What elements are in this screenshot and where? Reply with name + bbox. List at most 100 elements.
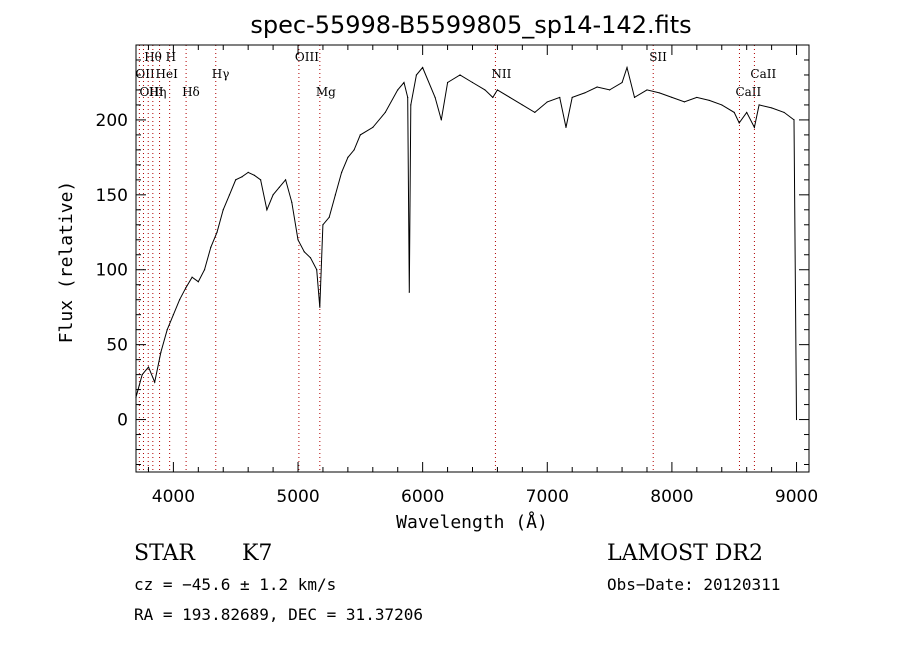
data-point xyxy=(407,96,409,99)
observation-date: Obs−Date: 20120311 xyxy=(607,575,780,594)
spectral-line-label: NII xyxy=(491,67,511,81)
data-point xyxy=(291,201,293,203)
spectral-line-label: CaII xyxy=(735,85,761,99)
data-point xyxy=(241,176,243,178)
data-point xyxy=(440,119,442,121)
data-point xyxy=(141,374,143,376)
spectral-line-label: H xyxy=(166,50,176,64)
data-point xyxy=(708,99,710,102)
data-point xyxy=(166,329,168,331)
object-subclass: K7 xyxy=(242,541,272,566)
data-point xyxy=(185,287,187,289)
data-point xyxy=(334,194,337,196)
data-point xyxy=(521,104,523,106)
data-point xyxy=(359,134,361,136)
x-tick-label: 5000 xyxy=(276,487,319,507)
data-point xyxy=(210,246,212,248)
series-layer xyxy=(135,65,798,421)
x-tick-label: 9000 xyxy=(775,487,818,507)
coordinates: RA = 193.82689, DEC = 31.37206 xyxy=(134,605,423,624)
data-point xyxy=(319,306,321,308)
data-point xyxy=(247,171,249,173)
spectral-line-label: Hγ xyxy=(212,67,230,81)
data-point xyxy=(191,276,193,278)
data-point xyxy=(771,107,773,109)
data-point xyxy=(608,89,611,91)
data-point xyxy=(347,156,349,158)
x-tick-label: 4000 xyxy=(152,487,195,507)
data-point xyxy=(322,224,324,226)
data-point xyxy=(795,418,798,421)
data-point xyxy=(203,269,206,271)
data-point xyxy=(422,66,424,69)
data-point xyxy=(783,111,785,114)
y-tick-label: 150 xyxy=(96,186,128,206)
data-point xyxy=(372,126,374,129)
data-point xyxy=(397,89,399,91)
data-point xyxy=(266,209,268,211)
spectral-line-label: Hδ xyxy=(182,85,200,99)
data-point xyxy=(253,174,255,176)
data-point xyxy=(179,299,181,301)
data-point xyxy=(403,81,405,84)
data-point xyxy=(584,92,586,94)
y-tick-label: 50 xyxy=(106,336,128,356)
data-point xyxy=(565,126,567,129)
spectral-line-label: OIII xyxy=(139,85,163,99)
data-point xyxy=(216,231,218,233)
spectral-line-label: OII xyxy=(135,67,155,81)
data-point xyxy=(222,209,224,211)
data-point xyxy=(626,66,628,69)
data-point xyxy=(633,96,636,99)
data-point xyxy=(309,257,312,259)
data-point xyxy=(596,86,598,88)
data-point xyxy=(235,179,237,181)
spectral-line-label: CaII xyxy=(750,67,776,81)
data-point xyxy=(410,104,412,106)
data-point xyxy=(341,171,343,173)
data-point xyxy=(696,96,698,99)
data-point xyxy=(446,81,449,84)
data-point xyxy=(316,269,318,271)
x-tick-label: 7000 xyxy=(526,487,569,507)
data-point xyxy=(154,381,156,383)
data-point xyxy=(408,291,410,293)
data-point xyxy=(683,101,685,103)
data-point xyxy=(328,216,330,218)
spectral-line-label: HeI xyxy=(156,67,179,81)
series-line xyxy=(135,65,797,420)
y-tick-label: 100 xyxy=(96,261,128,281)
data-point xyxy=(571,96,573,99)
data-point xyxy=(621,81,623,84)
x-tick-label: 6000 xyxy=(401,487,444,507)
spectral-line-label: Hη xyxy=(149,85,167,99)
data-point xyxy=(197,281,199,283)
data-point xyxy=(272,194,274,196)
data-point xyxy=(509,96,511,99)
data-point xyxy=(384,111,386,114)
plot-frame xyxy=(135,44,810,473)
data-point xyxy=(415,74,418,76)
data-point xyxy=(671,96,673,99)
data-point xyxy=(260,179,262,181)
x-axis-label: Wavelength (Å) xyxy=(396,511,548,533)
data-point xyxy=(434,96,436,99)
data-point xyxy=(534,111,536,114)
data-point xyxy=(228,194,231,196)
data-point xyxy=(303,251,305,253)
y-axis: 0 50 100 150 200 xyxy=(96,59,809,466)
data-point xyxy=(297,239,299,241)
survey-name: LAMOST DR2 xyxy=(607,541,763,566)
data-point xyxy=(646,89,648,91)
data-point xyxy=(278,186,280,188)
redshift-info: cz = −45.6 ± 1.2 km/s xyxy=(134,575,336,594)
data-point xyxy=(793,119,795,121)
x-axis: 4000 5000 6000 7000 8000 9000 xyxy=(147,45,818,507)
data-point xyxy=(758,104,760,106)
y-tick-label: 0 xyxy=(117,411,128,431)
data-point xyxy=(160,351,162,353)
data-point xyxy=(559,96,561,99)
y-tick-label: 200 xyxy=(96,111,128,131)
